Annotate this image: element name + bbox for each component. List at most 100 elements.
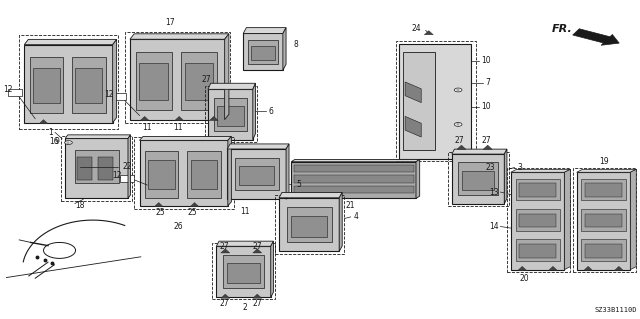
Bar [519,183,556,197]
Bar [19,35,118,129]
Polygon shape [584,266,593,271]
Polygon shape [416,160,420,198]
Polygon shape [65,135,131,138]
Polygon shape [154,203,163,207]
Text: 7: 7 [485,78,490,87]
Text: 27: 27 [481,137,492,145]
Bar [577,172,630,270]
Bar [29,57,63,114]
Polygon shape [504,149,507,204]
Bar [205,86,257,142]
Circle shape [454,88,462,92]
Bar [97,157,113,181]
Text: 14: 14 [490,222,499,231]
Text: 10: 10 [481,56,491,65]
Text: 3: 3 [517,163,522,172]
Bar [403,52,435,150]
Polygon shape [253,83,255,140]
Bar [24,45,113,123]
Bar [217,106,244,126]
Text: 27: 27 [202,75,212,84]
Text: 19: 19 [599,157,609,166]
Text: 25: 25 [155,208,165,217]
FancyArrow shape [573,29,620,45]
Polygon shape [140,116,149,121]
Bar [227,263,260,283]
Text: 27: 27 [454,137,465,145]
Bar [582,239,625,261]
Polygon shape [457,145,466,149]
Bar [519,244,556,257]
Text: 4: 4 [353,212,358,221]
Polygon shape [548,266,557,271]
Polygon shape [577,169,636,172]
Text: 13: 13 [490,188,499,197]
Polygon shape [405,82,421,103]
Text: 12: 12 [113,171,122,180]
Bar [125,32,230,123]
Bar [287,207,332,242]
Bar [65,138,128,198]
Text: 27: 27 [252,299,262,308]
Polygon shape [128,135,131,198]
Polygon shape [209,116,218,121]
Bar [585,244,622,257]
Text: 9: 9 [54,137,60,146]
Bar [519,213,556,227]
Bar [585,213,622,227]
Polygon shape [279,192,342,198]
Polygon shape [216,241,273,246]
Bar [61,136,132,201]
Bar [294,186,413,193]
Polygon shape [424,31,433,35]
Text: 11: 11 [173,123,182,132]
Bar [516,209,559,231]
Polygon shape [283,28,286,70]
Polygon shape [286,144,289,199]
Bar [275,195,344,254]
Bar [582,179,625,200]
Polygon shape [113,39,116,123]
Polygon shape [291,160,420,162]
Text: FR.: FR. [552,24,573,34]
Circle shape [454,122,462,126]
Bar [235,158,279,190]
Bar [188,151,221,198]
Text: 27: 27 [219,242,229,251]
Bar [462,171,494,190]
Bar [185,63,214,100]
Bar [294,175,413,183]
Polygon shape [564,169,570,270]
Text: SZ33B1110D: SZ33B1110D [595,307,637,313]
Bar [77,157,92,181]
Bar [140,63,168,100]
Bar [75,151,118,183]
Polygon shape [483,145,492,149]
Bar [140,140,228,206]
Bar [399,44,471,159]
Bar [396,41,476,161]
Bar [216,246,271,297]
Text: 11: 11 [143,123,152,132]
Text: 8: 8 [293,40,298,48]
Bar [8,89,22,96]
Bar [208,89,253,140]
Bar [212,243,275,299]
Bar [134,137,234,209]
Text: 5: 5 [296,180,301,189]
Text: 11: 11 [241,207,250,216]
Polygon shape [175,116,184,121]
Bar [516,239,559,261]
Bar [448,152,509,206]
Polygon shape [228,137,232,206]
Text: 22: 22 [123,162,132,171]
Text: 1: 1 [48,128,52,137]
Text: 21: 21 [346,201,355,210]
Bar [294,165,413,172]
Bar [243,33,283,70]
Bar [76,68,102,103]
Polygon shape [225,34,229,120]
Bar [130,39,225,120]
Bar [248,40,278,63]
Text: 16: 16 [49,137,60,146]
